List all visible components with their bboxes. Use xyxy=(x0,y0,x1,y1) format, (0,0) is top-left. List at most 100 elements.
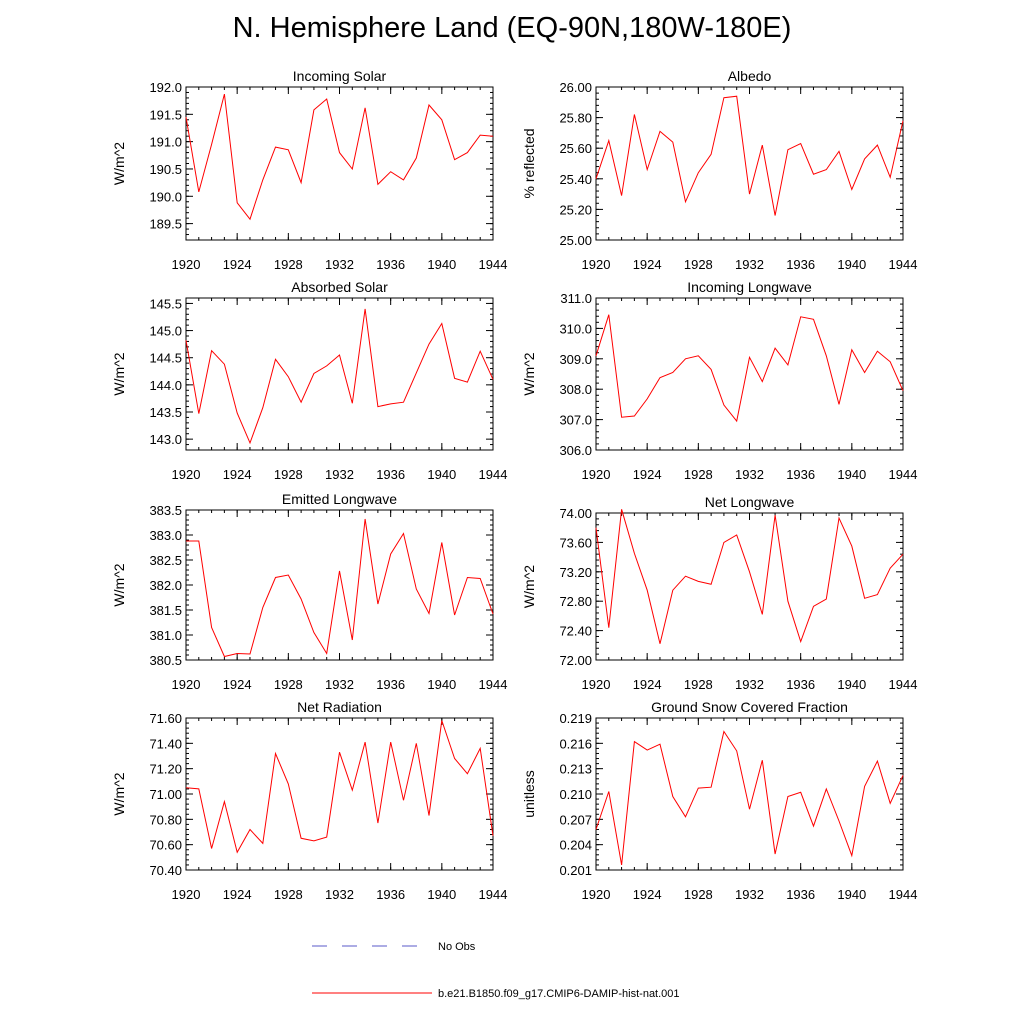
y-axis-label: W/m^2 xyxy=(111,772,127,815)
y-tick-label: 308.0 xyxy=(559,382,592,397)
x-tick-label: 1928 xyxy=(274,887,303,902)
y-tick-label: 309.0 xyxy=(559,352,592,367)
x-tick-label: 1936 xyxy=(786,677,815,692)
y-tick-label: 71.00 xyxy=(149,787,182,802)
y-tick-label: 25.60 xyxy=(559,141,592,156)
legend-label: b.e21.B1850.f09_g17.CMIP6-DAMIP-hist-nat… xyxy=(438,988,680,1000)
y-tick-label: 0.213 xyxy=(559,762,592,777)
plot-frame xyxy=(185,86,494,241)
y-tick-label: 382.0 xyxy=(149,578,182,593)
x-tick-label: 1936 xyxy=(376,467,405,482)
x-tick-label: 1924 xyxy=(633,467,662,482)
panel-ground-snow-covered-fraction: Ground Snow Covered Fraction unitless 1920… xyxy=(521,699,917,902)
x-tick-label: 1944 xyxy=(479,257,508,272)
x-tick-label: 1924 xyxy=(223,467,252,482)
y-tick-label: 0.204 xyxy=(559,838,592,853)
y-tick-label: 71.40 xyxy=(149,736,182,751)
y-tick-label: 380.5 xyxy=(149,653,182,668)
y-tick-label: 381.0 xyxy=(149,628,182,643)
y-tick-label: 383.0 xyxy=(149,528,182,543)
plot-frame xyxy=(595,512,904,661)
series-line xyxy=(185,93,494,221)
y-tick-label: 189.5 xyxy=(149,217,182,232)
panel-incoming-longwave: Incoming Longwave W/m^2 1920 1924 1928 1932 19… xyxy=(521,279,917,482)
x-tick-label: 1932 xyxy=(325,887,354,902)
y-axis-label: W/m^2 xyxy=(111,352,127,395)
y-axis-label: unitless xyxy=(521,770,537,817)
x-tick-label: 1920 xyxy=(172,677,201,692)
x-tick-label: 1932 xyxy=(325,467,354,482)
y-axis-label: W/m^2 xyxy=(111,563,127,606)
y-tick-label: 310.0 xyxy=(559,321,592,336)
panel-absorbed-solar: Absorbed Solar W/m^2 1920 1924 1928 1932 1936 1… xyxy=(111,279,507,482)
y-tick-label: 26.00 xyxy=(559,80,592,95)
x-tick-label: 1940 xyxy=(837,467,866,482)
y-tick-label: 72.00 xyxy=(559,653,592,668)
y-tick-label: 143.0 xyxy=(149,432,182,447)
y-tick-label: 382.5 xyxy=(149,553,182,568)
x-tick-label: 1924 xyxy=(223,257,252,272)
y-tick-label: 74.00 xyxy=(559,506,592,521)
x-tick-label: 1940 xyxy=(427,677,456,692)
y-tick-label: 70.60 xyxy=(149,838,182,853)
x-tick-label: 1928 xyxy=(684,887,713,902)
series-line xyxy=(185,308,494,445)
x-tick-label: 1920 xyxy=(582,467,611,482)
series-line xyxy=(185,720,494,854)
y-tick-label: 381.5 xyxy=(149,603,182,618)
y-tick-label: 72.40 xyxy=(559,624,592,639)
y-tick-label: 306.0 xyxy=(559,443,592,458)
y-tick-label: 144.0 xyxy=(149,378,182,393)
x-tick-label: 1920 xyxy=(582,887,611,902)
x-tick-label: 1932 xyxy=(325,257,354,272)
x-tick-label: 1924 xyxy=(223,887,252,902)
plot-frame xyxy=(185,297,494,451)
x-tick-label: 1940 xyxy=(427,887,456,902)
y-tick-label: 73.20 xyxy=(559,565,592,580)
y-tick-label: 0.210 xyxy=(559,787,592,802)
x-tick-label: 1940 xyxy=(837,887,866,902)
plot-frame xyxy=(595,297,904,451)
y-axis-label: W/m^2 xyxy=(521,565,537,608)
x-tick-label: 1928 xyxy=(274,677,303,692)
y-tick-label: 73.60 xyxy=(559,535,592,550)
y-tick-label: 145.5 xyxy=(149,296,182,311)
x-tick-label: 1944 xyxy=(479,677,508,692)
x-tick-label: 1936 xyxy=(376,677,405,692)
x-tick-label: 1936 xyxy=(786,467,815,482)
x-tick-label: 1936 xyxy=(376,257,405,272)
x-tick-label: 1944 xyxy=(889,887,918,902)
x-tick-label: 1932 xyxy=(325,677,354,692)
y-tick-label: 71.20 xyxy=(149,762,182,777)
x-tick-label: 1940 xyxy=(427,467,456,482)
y-axis-label: W/m^2 xyxy=(111,142,127,185)
x-tick-label: 1928 xyxy=(684,257,713,272)
y-tick-label: 192.0 xyxy=(149,80,182,95)
y-tick-label: 70.80 xyxy=(149,812,182,827)
y-tick-label: 191.0 xyxy=(149,135,182,150)
x-tick-label: 1936 xyxy=(376,887,405,902)
y-tick-label: 0.216 xyxy=(559,736,592,751)
y-tick-label: 0.201 xyxy=(559,863,592,878)
x-tick-label: 1920 xyxy=(582,257,611,272)
x-tick-label: 1940 xyxy=(837,257,866,272)
y-tick-label: 71.60 xyxy=(149,711,182,726)
plot-frame xyxy=(595,86,904,241)
panel-emitted-longwave: Emitted Longwave W/m^2 1920 1924 1928 1932 193… xyxy=(111,491,507,692)
panel-title: Incoming Longwave xyxy=(687,279,812,295)
y-tick-label: 0.219 xyxy=(559,711,592,726)
panel-title: Albedo xyxy=(728,68,772,84)
x-tick-label: 1920 xyxy=(582,677,611,692)
panel-title: Absorbed Solar xyxy=(291,279,388,295)
panel-title: Net Radiation xyxy=(297,699,382,715)
y-tick-label: 25.40 xyxy=(559,172,592,187)
x-tick-label: 1932 xyxy=(735,677,764,692)
x-tick-label: 1928 xyxy=(684,677,713,692)
panel-incoming-solar: Incoming Solar W/m^2 1920 1924 1928 1932 1936 1… xyxy=(111,68,507,272)
x-tick-label: 1924 xyxy=(633,257,662,272)
plot-frame xyxy=(185,509,494,661)
x-tick-label: 1932 xyxy=(735,467,764,482)
y-tick-label: 144.5 xyxy=(149,351,182,366)
panel-title: Incoming Solar xyxy=(293,68,387,84)
